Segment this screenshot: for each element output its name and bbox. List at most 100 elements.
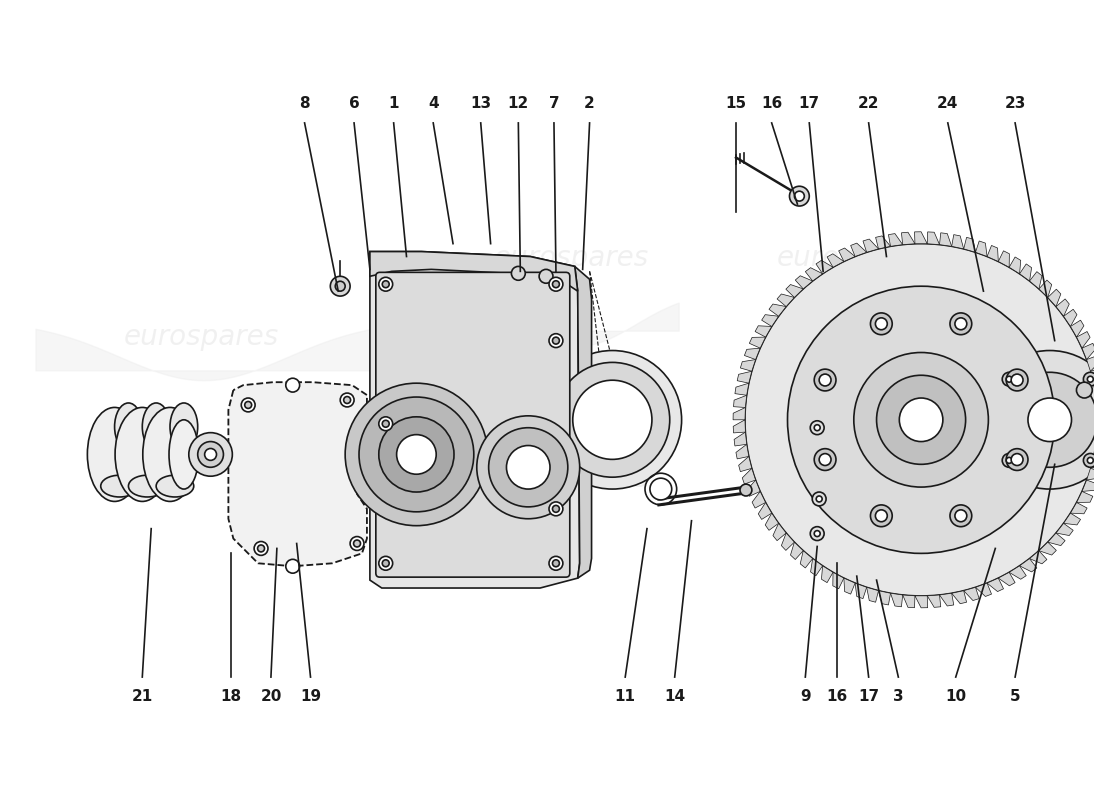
Polygon shape: [867, 587, 879, 602]
Circle shape: [244, 402, 252, 409]
Polygon shape: [1030, 272, 1042, 289]
Polygon shape: [1082, 343, 1096, 359]
Text: 19: 19: [300, 689, 321, 704]
Ellipse shape: [142, 403, 170, 450]
Polygon shape: [850, 243, 867, 257]
Circle shape: [820, 374, 830, 386]
Circle shape: [539, 270, 553, 283]
Polygon shape: [758, 502, 772, 519]
Polygon shape: [876, 236, 891, 249]
Text: 24: 24: [937, 96, 958, 111]
Text: 23: 23: [1004, 96, 1026, 111]
Circle shape: [506, 446, 550, 489]
Circle shape: [340, 393, 354, 407]
Polygon shape: [733, 407, 746, 420]
Circle shape: [1002, 454, 1016, 467]
Polygon shape: [769, 304, 786, 316]
Polygon shape: [1040, 280, 1052, 298]
Circle shape: [950, 505, 971, 526]
Polygon shape: [889, 234, 903, 246]
Circle shape: [549, 278, 563, 291]
Polygon shape: [915, 596, 927, 608]
Polygon shape: [879, 590, 891, 605]
Polygon shape: [1020, 264, 1032, 281]
Polygon shape: [891, 594, 903, 606]
Ellipse shape: [129, 475, 166, 497]
Polygon shape: [816, 260, 833, 274]
Circle shape: [353, 540, 361, 547]
Polygon shape: [952, 234, 964, 249]
Circle shape: [900, 398, 943, 442]
Polygon shape: [1096, 432, 1100, 444]
Polygon shape: [939, 594, 954, 606]
Circle shape: [814, 449, 836, 470]
Polygon shape: [964, 238, 976, 252]
Polygon shape: [855, 583, 867, 598]
Polygon shape: [742, 468, 756, 484]
Circle shape: [549, 334, 563, 347]
Circle shape: [330, 276, 350, 296]
Polygon shape: [734, 395, 747, 407]
Ellipse shape: [101, 475, 139, 497]
Polygon shape: [749, 337, 766, 348]
Circle shape: [286, 559, 299, 573]
Circle shape: [820, 454, 830, 466]
Polygon shape: [838, 248, 855, 262]
Polygon shape: [740, 359, 756, 371]
Polygon shape: [1020, 558, 1037, 572]
Polygon shape: [1093, 381, 1100, 395]
Circle shape: [549, 556, 563, 570]
Circle shape: [350, 537, 364, 550]
Text: 18: 18: [221, 689, 242, 704]
Polygon shape: [739, 457, 751, 472]
Polygon shape: [785, 285, 803, 298]
Circle shape: [552, 281, 560, 288]
Circle shape: [552, 560, 560, 566]
Polygon shape: [752, 491, 766, 508]
Text: 20: 20: [261, 689, 282, 704]
Polygon shape: [574, 266, 592, 578]
Polygon shape: [987, 578, 1003, 591]
Circle shape: [189, 433, 232, 476]
Polygon shape: [927, 595, 940, 607]
Polygon shape: [761, 314, 779, 326]
Text: 17: 17: [799, 96, 820, 111]
Polygon shape: [1064, 310, 1077, 326]
Circle shape: [554, 362, 670, 477]
Circle shape: [383, 281, 389, 288]
Polygon shape: [795, 276, 813, 289]
Circle shape: [1077, 382, 1092, 398]
Polygon shape: [791, 542, 803, 559]
Polygon shape: [1064, 513, 1080, 525]
Text: 22: 22: [858, 96, 879, 111]
Circle shape: [359, 397, 474, 512]
Polygon shape: [745, 348, 760, 359]
Polygon shape: [1096, 394, 1100, 407]
Circle shape: [345, 383, 487, 526]
Polygon shape: [800, 550, 813, 568]
Circle shape: [745, 244, 1097, 596]
Polygon shape: [1087, 355, 1100, 371]
Circle shape: [814, 425, 821, 430]
Circle shape: [870, 505, 892, 526]
Ellipse shape: [114, 403, 142, 450]
Circle shape: [552, 506, 560, 512]
Text: 5: 5: [1010, 689, 1021, 704]
Circle shape: [1011, 374, 1023, 386]
Circle shape: [1084, 372, 1098, 386]
Circle shape: [383, 420, 389, 427]
Circle shape: [790, 186, 810, 206]
Text: eurospares: eurospares: [778, 465, 933, 493]
Polygon shape: [844, 578, 855, 594]
Circle shape: [378, 278, 393, 291]
Text: eurospares: eurospares: [778, 243, 933, 271]
Text: 7: 7: [549, 96, 559, 111]
Circle shape: [488, 428, 568, 507]
Text: 6: 6: [349, 96, 360, 111]
Circle shape: [816, 496, 822, 502]
Circle shape: [811, 421, 824, 434]
Circle shape: [1084, 454, 1098, 467]
Polygon shape: [370, 251, 580, 588]
Circle shape: [854, 353, 989, 487]
Polygon shape: [987, 246, 999, 262]
